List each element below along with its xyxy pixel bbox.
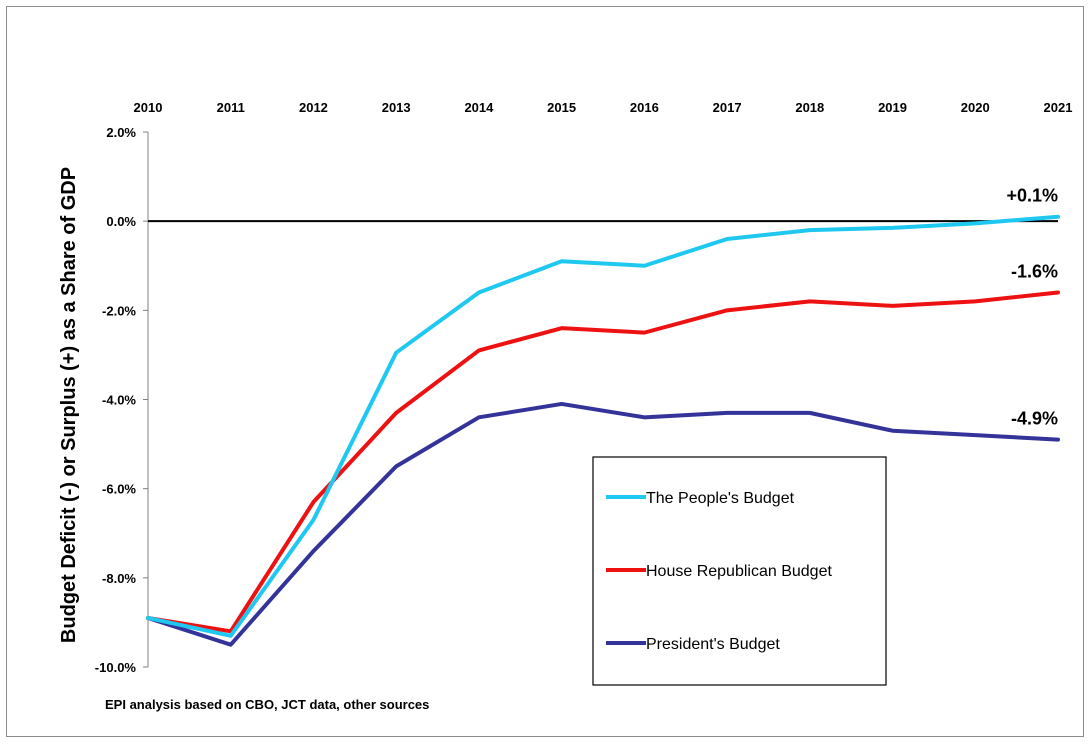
y-tick-label: -4.0% xyxy=(102,393,136,408)
series-lines xyxy=(146,214,1060,647)
legend-label: President's Budget xyxy=(646,636,780,653)
source-note: EPI analysis based on CBO, JCT data, oth… xyxy=(105,697,429,712)
y-tick-label: 0.0% xyxy=(106,214,136,229)
x-tick-label: 2017 xyxy=(713,100,742,115)
legend: The People's Budget House Republican Budg… xyxy=(592,456,887,686)
x-tick-label: 2018 xyxy=(795,100,824,115)
y-axis-ticks: 2.0% 0.0% -2.0% -4.0% -6.0% -8.0% -10.0% xyxy=(95,125,148,675)
x-tick-label: 2014 xyxy=(464,100,494,115)
y-axis-label: Budget Deficit (-) or Surplus (+) as a S… xyxy=(58,167,80,643)
y-tick-label: -6.0% xyxy=(102,482,136,497)
end-labels: +0.1% -1.6% -4.9% xyxy=(1006,186,1058,429)
x-tick-label: 2015 xyxy=(547,100,576,115)
series-line xyxy=(146,214,1060,638)
x-tick-label: 2013 xyxy=(382,100,411,115)
x-tick-label: 2021 xyxy=(1044,100,1073,115)
x-tick-label: 2019 xyxy=(878,100,907,115)
y-tick-label: -10.0% xyxy=(95,660,137,675)
y-tick-label: -8.0% xyxy=(102,571,136,586)
series-end-label: -1.6% xyxy=(1011,262,1058,282)
x-axis-ticks: 2010 2011 2012 2013 2014 2015 2016 2017 2018 2019… xyxy=(134,100,1073,115)
x-tick-label: 2016 xyxy=(630,100,659,115)
series-line xyxy=(146,290,1060,634)
legend-label: The People's Budget xyxy=(646,490,795,507)
series-end-label: +0.1% xyxy=(1006,186,1058,206)
legend-label: House Republican Budget xyxy=(646,563,832,580)
series-end-label: -4.9% xyxy=(1011,409,1058,429)
x-tick-label: 2010 xyxy=(134,100,163,115)
y-tick-label: 2.0% xyxy=(106,125,136,140)
y-tick-label: -2.0% xyxy=(102,303,136,318)
x-tick-label: 2012 xyxy=(299,100,328,115)
x-tick-label: 2020 xyxy=(961,100,990,115)
series-line xyxy=(146,401,1060,647)
chart-frame xyxy=(6,6,1084,737)
x-tick-label: 2011 xyxy=(217,100,245,115)
